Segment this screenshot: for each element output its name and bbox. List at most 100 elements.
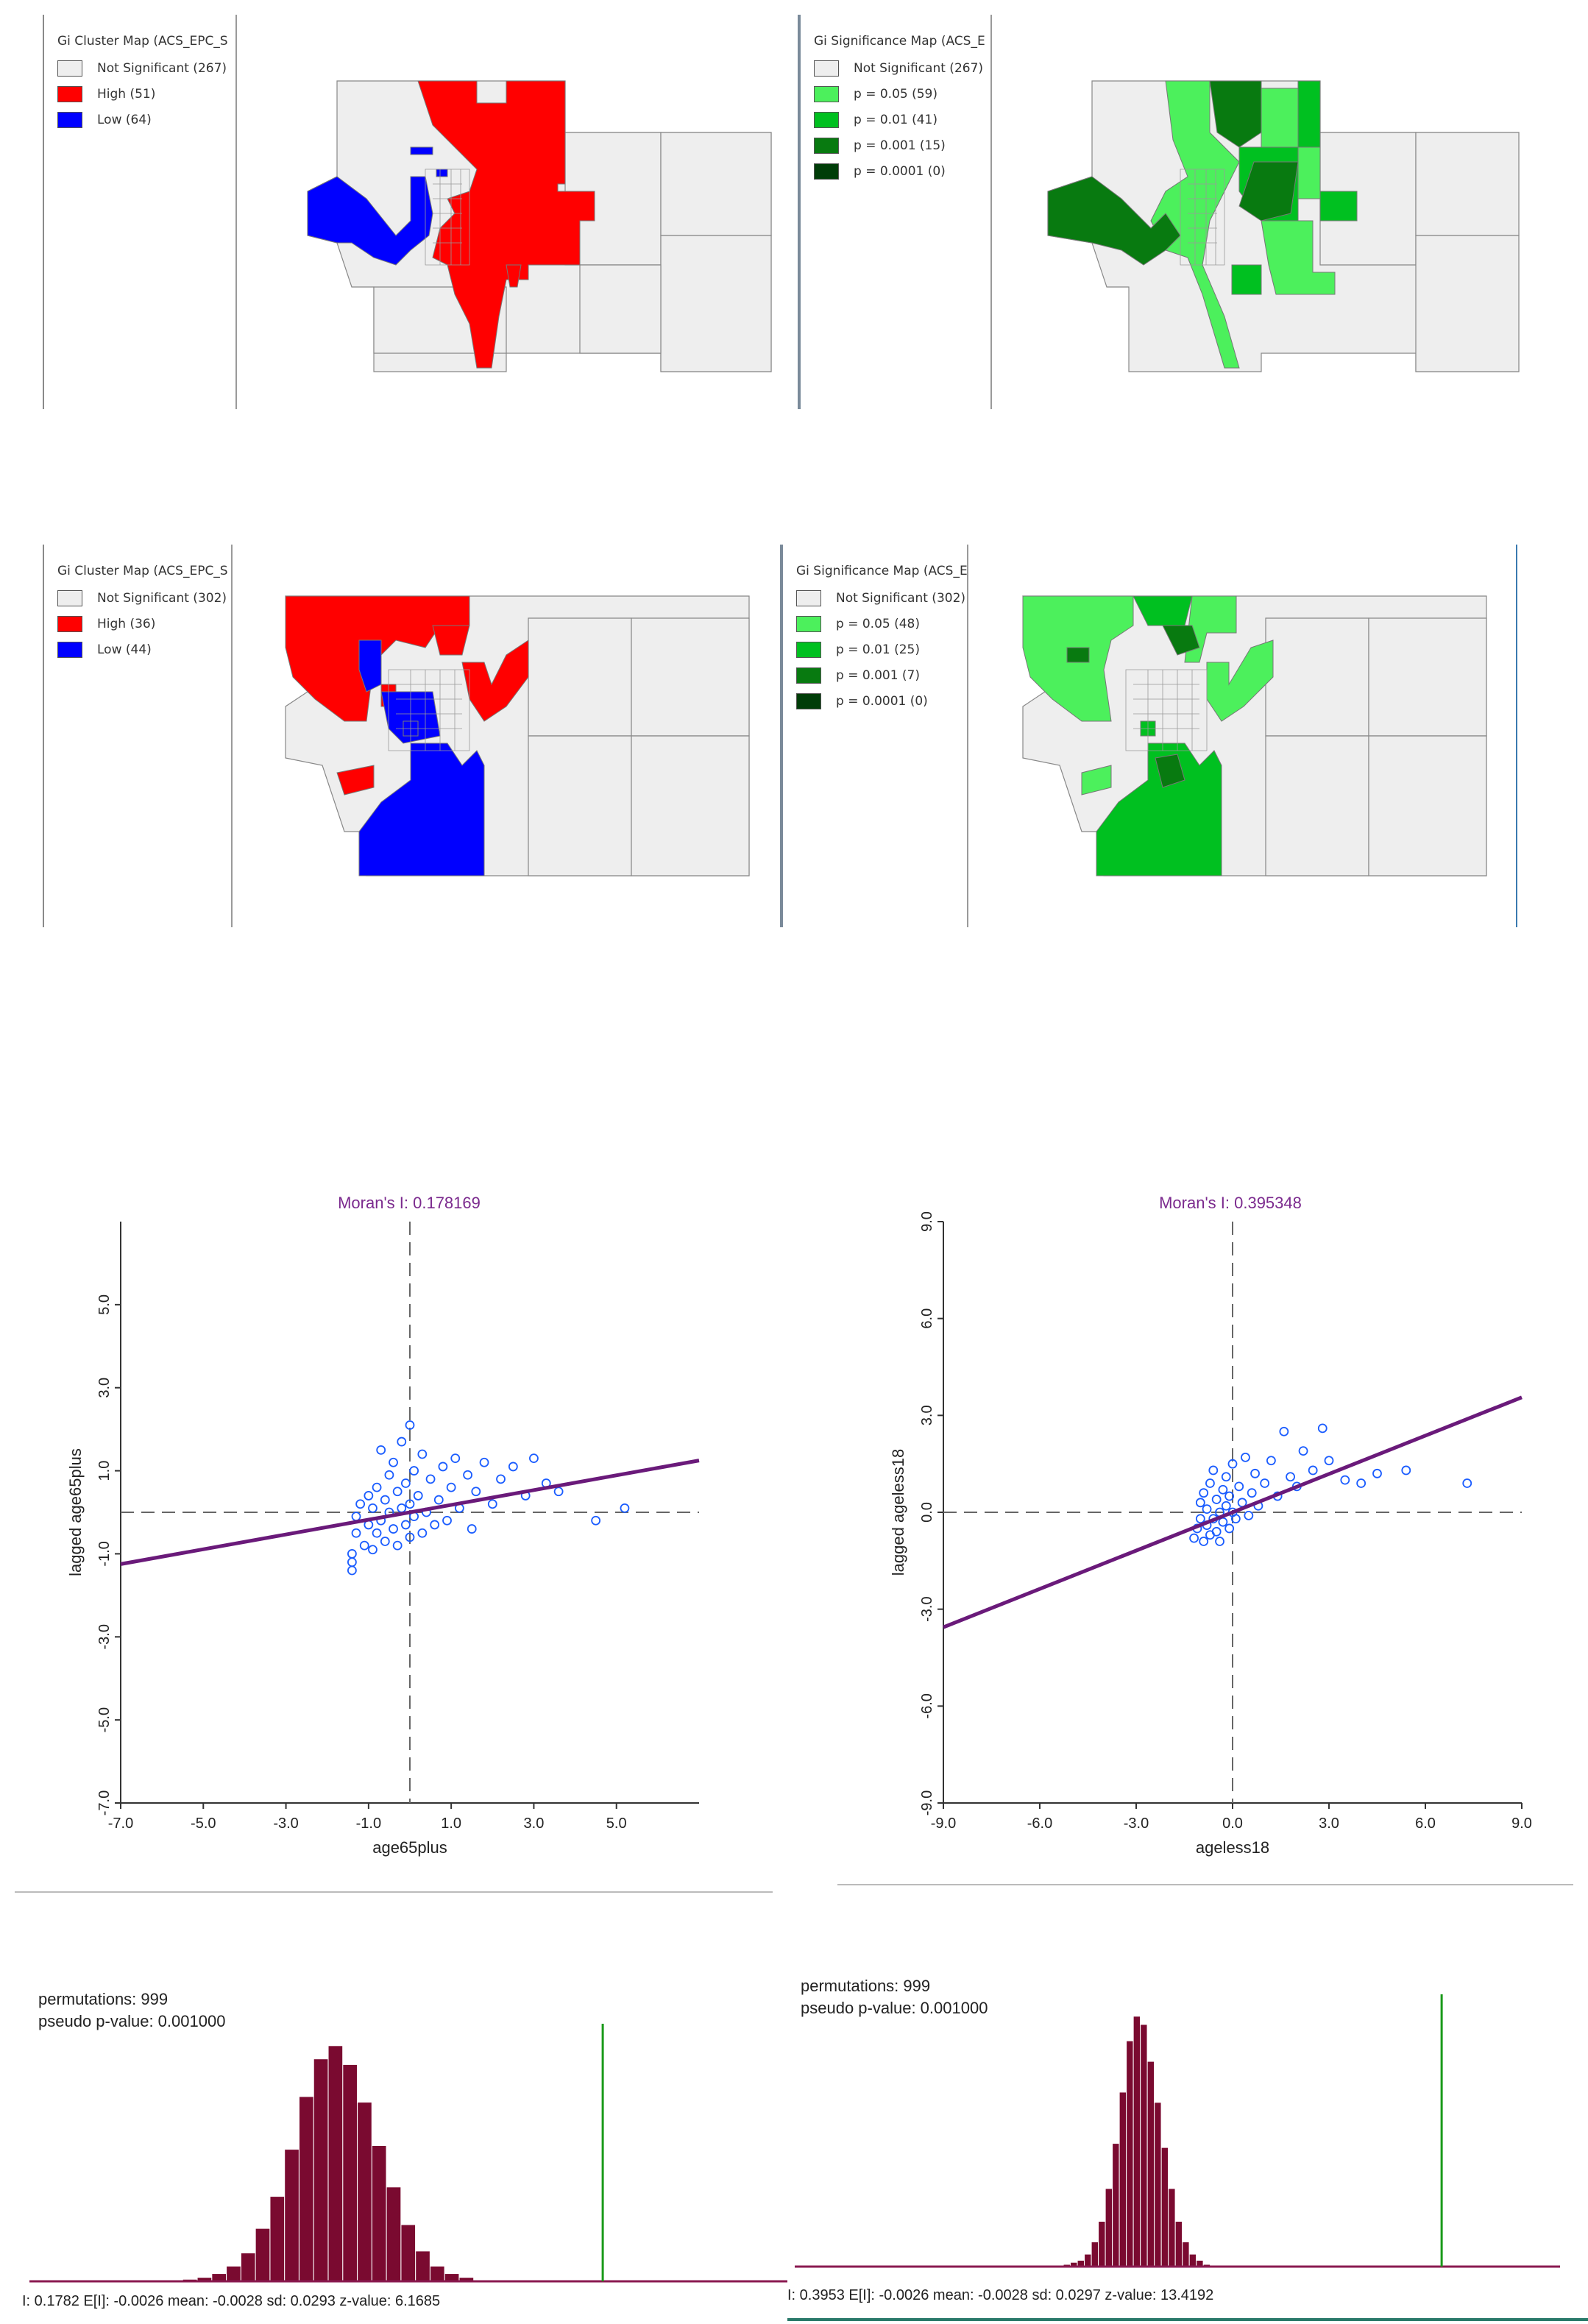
scatter-point [1189, 1533, 1199, 1543]
scatter-point [384, 1470, 394, 1480]
scatter-point [1224, 1523, 1235, 1534]
y-tick-label: -6.0 [919, 1693, 935, 1718]
histogram-bar [327, 2045, 343, 2282]
scatter-point [1221, 1501, 1231, 1511]
scatter-points [1189, 1423, 1472, 1546]
moran-scatter-plot-1[interactable]: Moran's I: 0.178169 -7.0 -5.0 -3.0 -1.0 1.0 3… [15, 1177, 773, 1891]
legend-item[interactable]: Not Significant (302) [57, 589, 227, 608]
x-tick-label: 9.0 [1511, 1815, 1532, 1832]
legend-item[interactable]: Low (64) [57, 110, 152, 130]
x-axis-label: ageless18 [1196, 1838, 1269, 1857]
significance-map-canvas-2[interactable] [1001, 589, 1509, 890]
map-p01-regions [1096, 595, 1222, 876]
histogram-bar [1091, 2242, 1099, 2267]
scatter-point [405, 1499, 415, 1509]
moran-title: Moran's I: 0.395348 [1159, 1194, 1302, 1212]
scatter-point [364, 1491, 374, 1501]
legend-title: Gi Cluster Map (ACS_EPC_S [57, 564, 228, 578]
scatter-point [417, 1449, 428, 1459]
scatter-point [372, 1482, 382, 1492]
legend-label: p = 0.0001 (0) [854, 164, 946, 179]
legend-item[interactable]: High (36) [57, 614, 155, 634]
x-tick-label: 3.0 [524, 1815, 545, 1832]
histogram-bar [415, 2250, 430, 2282]
legend-splitter[interactable] [967, 545, 968, 927]
scatter-point [1199, 1537, 1209, 1546]
x-axis-label: age65plus [372, 1838, 447, 1857]
histogram-bar [357, 2102, 372, 2282]
tick-labels: -9.0 -6.0 -3.0 0.0 3.0 6.0 9.0 -9.0 -6.0 -3.0 0.0 3… [919, 1211, 1532, 1832]
histogram-bar [1133, 2016, 1141, 2267]
permutation-histogram-1[interactable] [22, 1972, 795, 2296]
legend-item[interactable]: p = 0.0001 (0) [814, 162, 946, 181]
cluster-map-canvas-2[interactable] [263, 589, 779, 890]
scatter-point [620, 1503, 630, 1513]
histogram-bar [1189, 2253, 1197, 2267]
permutations-label: permutations: 999 [38, 1988, 168, 2011]
legend-item[interactable]: p = 0.01 (41) [814, 110, 937, 130]
y-tick-label: -1.0 [96, 1541, 113, 1566]
scatter-point [433, 1495, 444, 1505]
scatter-point [430, 1520, 440, 1530]
scatter-point [1221, 1472, 1231, 1482]
histogram-bar [1098, 2221, 1106, 2267]
legend-splitter[interactable] [990, 15, 992, 409]
legend-item[interactable]: p = 0.05 (48) [796, 614, 920, 634]
scatter-point [438, 1462, 448, 1472]
moran-scatter-plot-2[interactable]: Moran's I: 0.395348 -9.0 -6.0 -3.0 0.0 3.0 6.… [837, 1177, 1573, 1884]
legend-splitter[interactable] [231, 545, 233, 927]
significance-map-legend-1: Gi Significance Map (ACS_E Not Significa… [798, 15, 993, 409]
scatter-point [1241, 1452, 1250, 1462]
scatter-point [1230, 1514, 1241, 1524]
scatter-point [1244, 1510, 1254, 1520]
legend-item[interactable]: High (51) [57, 85, 155, 104]
legend-item[interactable]: Not Significant (302) [796, 589, 965, 608]
scatter-point [392, 1540, 403, 1551]
legend-item[interactable]: p = 0.05 (59) [814, 85, 937, 104]
legend-item[interactable]: p = 0.0001 (0) [796, 692, 928, 711]
cluster-map-canvas-1[interactable] [263, 44, 779, 383]
histogram-bar [1112, 2143, 1120, 2267]
legend-item[interactable]: p = 0.001 (15) [814, 136, 946, 155]
scatter-point [351, 1512, 361, 1522]
scatter-point [1340, 1475, 1350, 1485]
scatter-point [368, 1503, 377, 1513]
legend-item[interactable]: p = 0.001 (7) [796, 666, 920, 685]
significance-map-canvas-1[interactable] [1018, 44, 1548, 383]
legend-item[interactable]: Not Significant (267) [57, 59, 227, 78]
scatter-point [1372, 1468, 1382, 1478]
legend-splitter[interactable] [235, 15, 237, 409]
scatter-point [355, 1499, 366, 1509]
histogram-bar [255, 2228, 270, 2282]
map-low-regions [307, 146, 448, 266]
legend-item[interactable]: Not Significant (267) [814, 59, 983, 78]
legend-label: Low (64) [97, 113, 152, 127]
legend-label: Low (44) [97, 642, 152, 657]
legend-label: High (36) [97, 617, 156, 631]
permutation-histogram-2[interactable] [787, 1958, 1588, 2289]
scatter-point [1308, 1465, 1318, 1475]
legend-label: p = 0.01 (25) [836, 642, 920, 657]
histogram-bar [430, 2266, 445, 2282]
histogram-bar [299, 2096, 314, 2282]
legend-item[interactable]: p = 0.01 (25) [796, 640, 920, 659]
moran-title: Moran's I: 0.178169 [338, 1194, 481, 1212]
legend-swatch [814, 60, 839, 77]
permutation-histogram-window-1: permutations: 999 pseudo p-value: 0.0010… [22, 1972, 795, 2318]
legend-swatch [57, 616, 82, 632]
legend-swatch [814, 112, 839, 128]
scatter-point [392, 1487, 403, 1497]
legend-label: p = 0.001 (15) [854, 138, 946, 153]
scatter-point [417, 1528, 428, 1538]
legend-swatch [796, 693, 821, 709]
histogram-bar [1147, 2061, 1155, 2267]
legend-item[interactable]: Low (44) [57, 640, 152, 659]
legend-label: Not Significant (267) [97, 61, 227, 76]
legend-label: p = 0.001 (7) [836, 668, 920, 683]
scatter-point [1298, 1446, 1308, 1456]
scatter-point [368, 1545, 377, 1555]
legend-swatch [57, 60, 82, 77]
scatter-point [471, 1487, 481, 1497]
legend-swatch [796, 616, 821, 632]
x-tick-label: 6.0 [1415, 1815, 1436, 1832]
